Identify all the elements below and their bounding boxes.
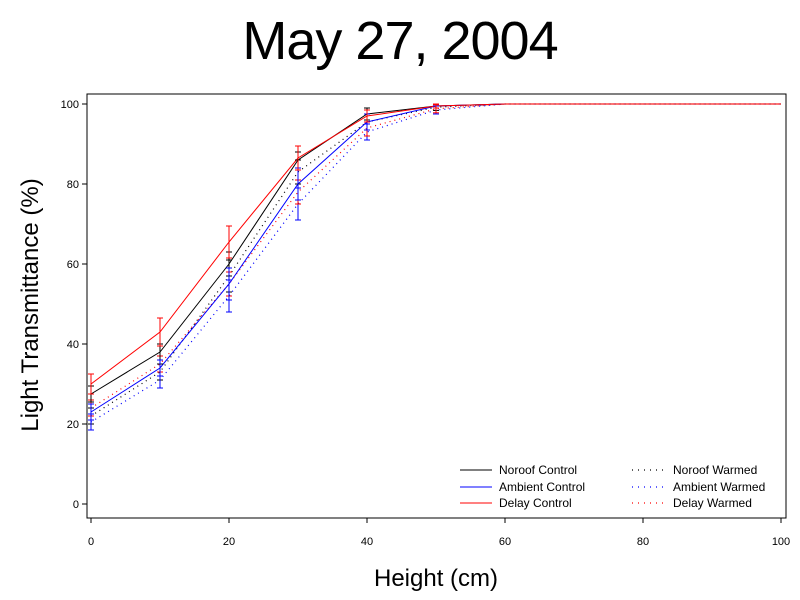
legend: Noroof Control Ambient Control Delay Contr… [460, 463, 765, 510]
legend-item: Ambient Warmed [632, 480, 765, 494]
y-tick-label: 100 [61, 99, 79, 111]
legend-label: Noroof Warmed [673, 463, 757, 477]
y-tick-label: 60 [67, 259, 79, 271]
x-tick-label: 80 [637, 536, 649, 548]
x-tick-label: 100 [772, 536, 790, 548]
y-tick-label: 40 [67, 339, 79, 351]
error-bar [157, 317, 163, 347]
series-line [90, 103, 781, 395]
x-axis: 0 20 40 60 80 100 [88, 518, 790, 548]
series-line [90, 103, 781, 423]
chart-title: May 27, 2004 [242, 11, 558, 71]
x-tick-label: 40 [361, 536, 373, 548]
error-bar [88, 403, 94, 421]
legend-label: Delay Control [499, 496, 572, 510]
error-bar [157, 359, 163, 377]
x-tick-label: 20 [223, 536, 235, 548]
legend-item: Ambient Control [460, 480, 585, 494]
legend-item: Delay Control [460, 496, 572, 510]
legend-label: Ambient Warmed [673, 480, 765, 494]
y-axis: 0 20 40 60 80 100 [61, 99, 87, 511]
error-bar [433, 103, 439, 109]
y-tick-label: 80 [67, 179, 79, 191]
y-axis-label: Light Transmittance (%) [17, 178, 44, 431]
y-tick-label: 20 [67, 419, 79, 431]
y-tick-label: 0 [73, 499, 79, 511]
x-tick-label: 60 [499, 536, 511, 548]
x-tick-label: 0 [88, 536, 94, 548]
error-bar [88, 373, 94, 395]
legend-label: Ambient Control [499, 480, 585, 494]
legend-label: Delay Warmed [673, 496, 752, 510]
x-axis-label: Height (cm) [374, 565, 498, 592]
error-bar [295, 145, 301, 171]
error-bar [226, 225, 232, 259]
legend-item: Noroof Warmed [632, 463, 757, 477]
series-line [90, 103, 781, 417]
series-line [90, 103, 781, 413]
error-bars [88, 103, 439, 431]
series-layer [90, 103, 781, 423]
series-line [90, 103, 781, 409]
legend-label: Noroof Control [499, 463, 577, 477]
error-bar [364, 109, 370, 123]
plot-frame [86, 93, 787, 519]
series-line [90, 103, 781, 385]
legend-item: Noroof Control [460, 463, 577, 477]
error-bar [226, 267, 232, 301]
legend-item: Delay Warmed [632, 496, 752, 510]
